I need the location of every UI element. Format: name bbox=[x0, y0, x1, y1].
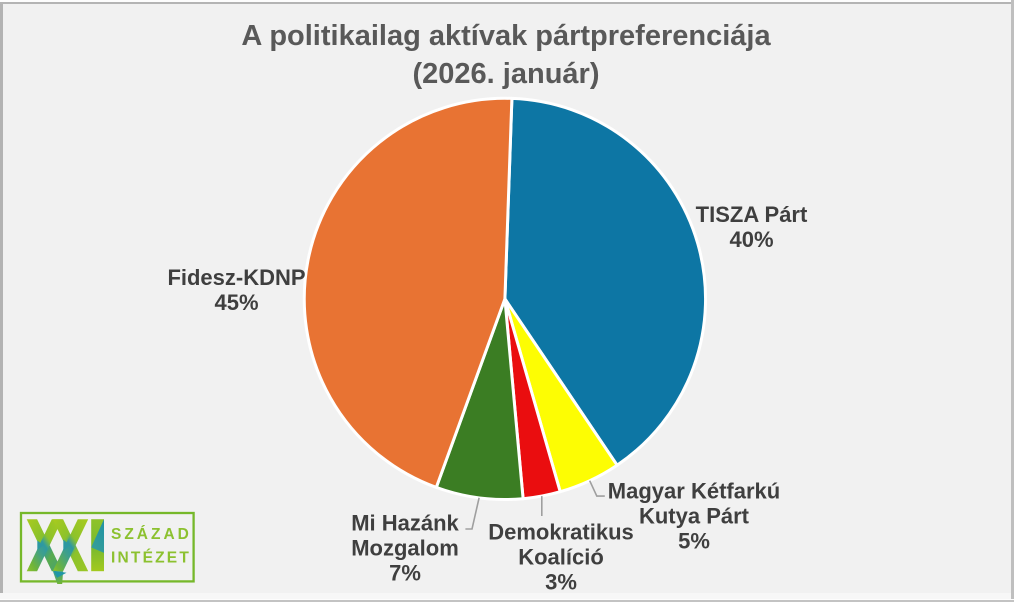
svg-text:SZÁZAD: SZÁZAD bbox=[111, 526, 192, 543]
svg-text:INTÉZET: INTÉZET bbox=[111, 549, 191, 566]
